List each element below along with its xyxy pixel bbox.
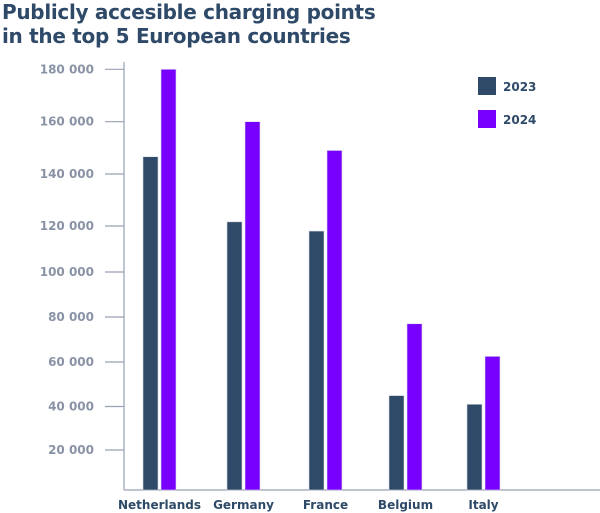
legend-swatch-2023 [478,77,496,95]
bars [142,69,501,491]
bar-belgium-2023 [388,395,405,491]
x-tick-label: France [303,498,348,512]
legend-label: 2023 [503,80,536,94]
bar-belgium-2024 [406,323,423,491]
chart-title-line-2: in the top 5 European countries [2,24,351,48]
x-tick-label: Germany [213,498,274,512]
legend-label: 2024 [503,113,536,127]
y-tick-label: 140 000 [40,167,94,181]
bar-germany-2023 [226,221,243,491]
chart-title-line-1: Publicly accesible charging points [2,0,376,24]
bar-netherlands-2024 [160,69,177,491]
y-tick-label: 40 000 [48,400,94,414]
y-tick-label: 20 000 [48,443,94,457]
x-tick-label: Netherlands [118,498,201,512]
legend: 2023 2024 [478,77,536,128]
y-tick-label: 100 000 [40,265,94,279]
chart-title: Publicly accesible charging points in th… [2,0,376,48]
axes: 20 000 40 000 60 000 80 000 100 000 120 000 14… [40,62,600,512]
x-tick-label: Italy [468,498,498,512]
y-tick-label: 60 000 [48,355,94,369]
legend-swatch-2024 [478,110,496,128]
y-tick-label: 180 000 [40,62,94,76]
bar-france-2024 [326,150,343,491]
bar-italy-2023 [466,403,483,491]
y-tick-label: 160 000 [40,115,94,129]
bar-germany-2024 [244,121,261,491]
y-tick-label: 120 000 [40,219,94,233]
y-tick-label: 80 000 [48,310,94,324]
bar-netherlands-2023 [142,156,159,491]
bar-france-2023 [308,230,325,491]
bar-italy-2024 [484,356,501,491]
x-tick-label: Belgium [378,498,433,512]
